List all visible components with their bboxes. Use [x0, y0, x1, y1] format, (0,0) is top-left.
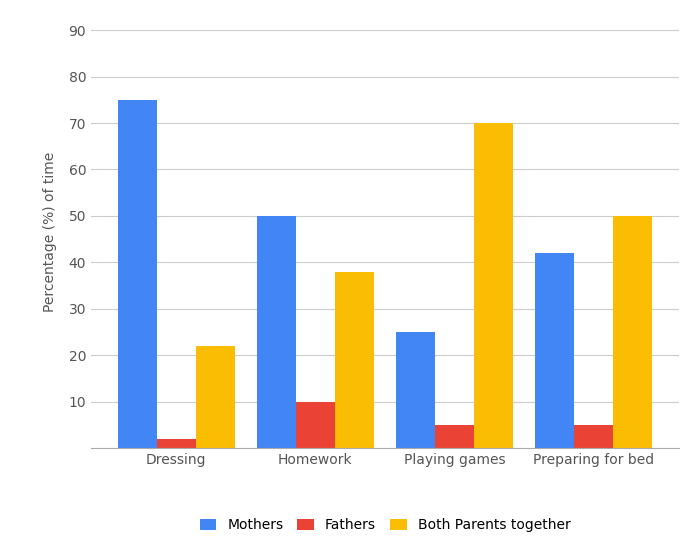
Bar: [536, 253, 574, 448]
Bar: [118, 100, 157, 448]
Bar: [157, 439, 196, 448]
Bar: [396, 332, 435, 448]
Legend: Mothers, Fathers, Both Parents together: Mothers, Fathers, Both Parents together: [193, 511, 578, 539]
Y-axis label: Percentage (%) of time: Percentage (%) of time: [43, 152, 57, 312]
Bar: [474, 123, 513, 448]
Bar: [613, 216, 652, 448]
Bar: [296, 402, 335, 448]
Bar: [335, 272, 374, 448]
Bar: [574, 425, 613, 448]
Bar: [435, 425, 474, 448]
Bar: [196, 346, 235, 448]
Bar: [257, 216, 296, 448]
